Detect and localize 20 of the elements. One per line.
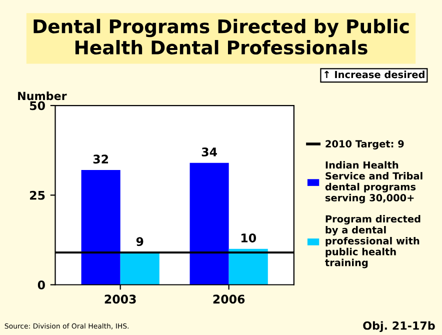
bar xyxy=(81,170,120,285)
y-tick-label: 25 xyxy=(30,190,45,200)
bar xyxy=(120,252,160,285)
data-label: 32 xyxy=(93,154,108,164)
legend-label: Program directed by a dental professional with public health training xyxy=(325,215,420,268)
bar xyxy=(190,162,229,285)
text: ↑ Increase desired xyxy=(324,70,424,78)
x-tick-label: 2003 xyxy=(104,294,136,304)
y-tick-label: 50 xyxy=(30,101,45,110)
text: Obj. 21-17b xyxy=(363,321,435,332)
y-axis-title: Number xyxy=(18,92,67,100)
data-label: 10 xyxy=(241,234,256,242)
data-label: 9 xyxy=(136,237,144,246)
legend-label: 2010 Target: 9 xyxy=(326,140,404,150)
chart-title: Dental Programs Directed by Public Health Dental Professionals xyxy=(34,18,409,55)
legend-label: Indian Health Service and Tribal dental programs serving 30,000+ xyxy=(325,161,422,204)
x-tick-label: 2006 xyxy=(213,294,245,304)
data-label: 34 xyxy=(202,147,217,156)
y-tick-label: 0 xyxy=(38,280,45,290)
bar xyxy=(228,248,268,285)
